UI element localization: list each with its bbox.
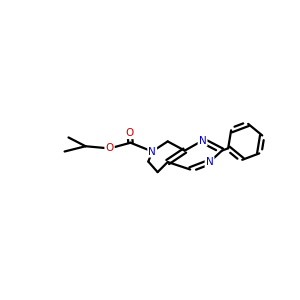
- Text: O: O: [106, 143, 114, 153]
- Text: N: N: [199, 136, 206, 146]
- Text: O: O: [126, 128, 134, 138]
- Text: N: N: [206, 157, 213, 167]
- Text: N: N: [148, 146, 156, 157]
